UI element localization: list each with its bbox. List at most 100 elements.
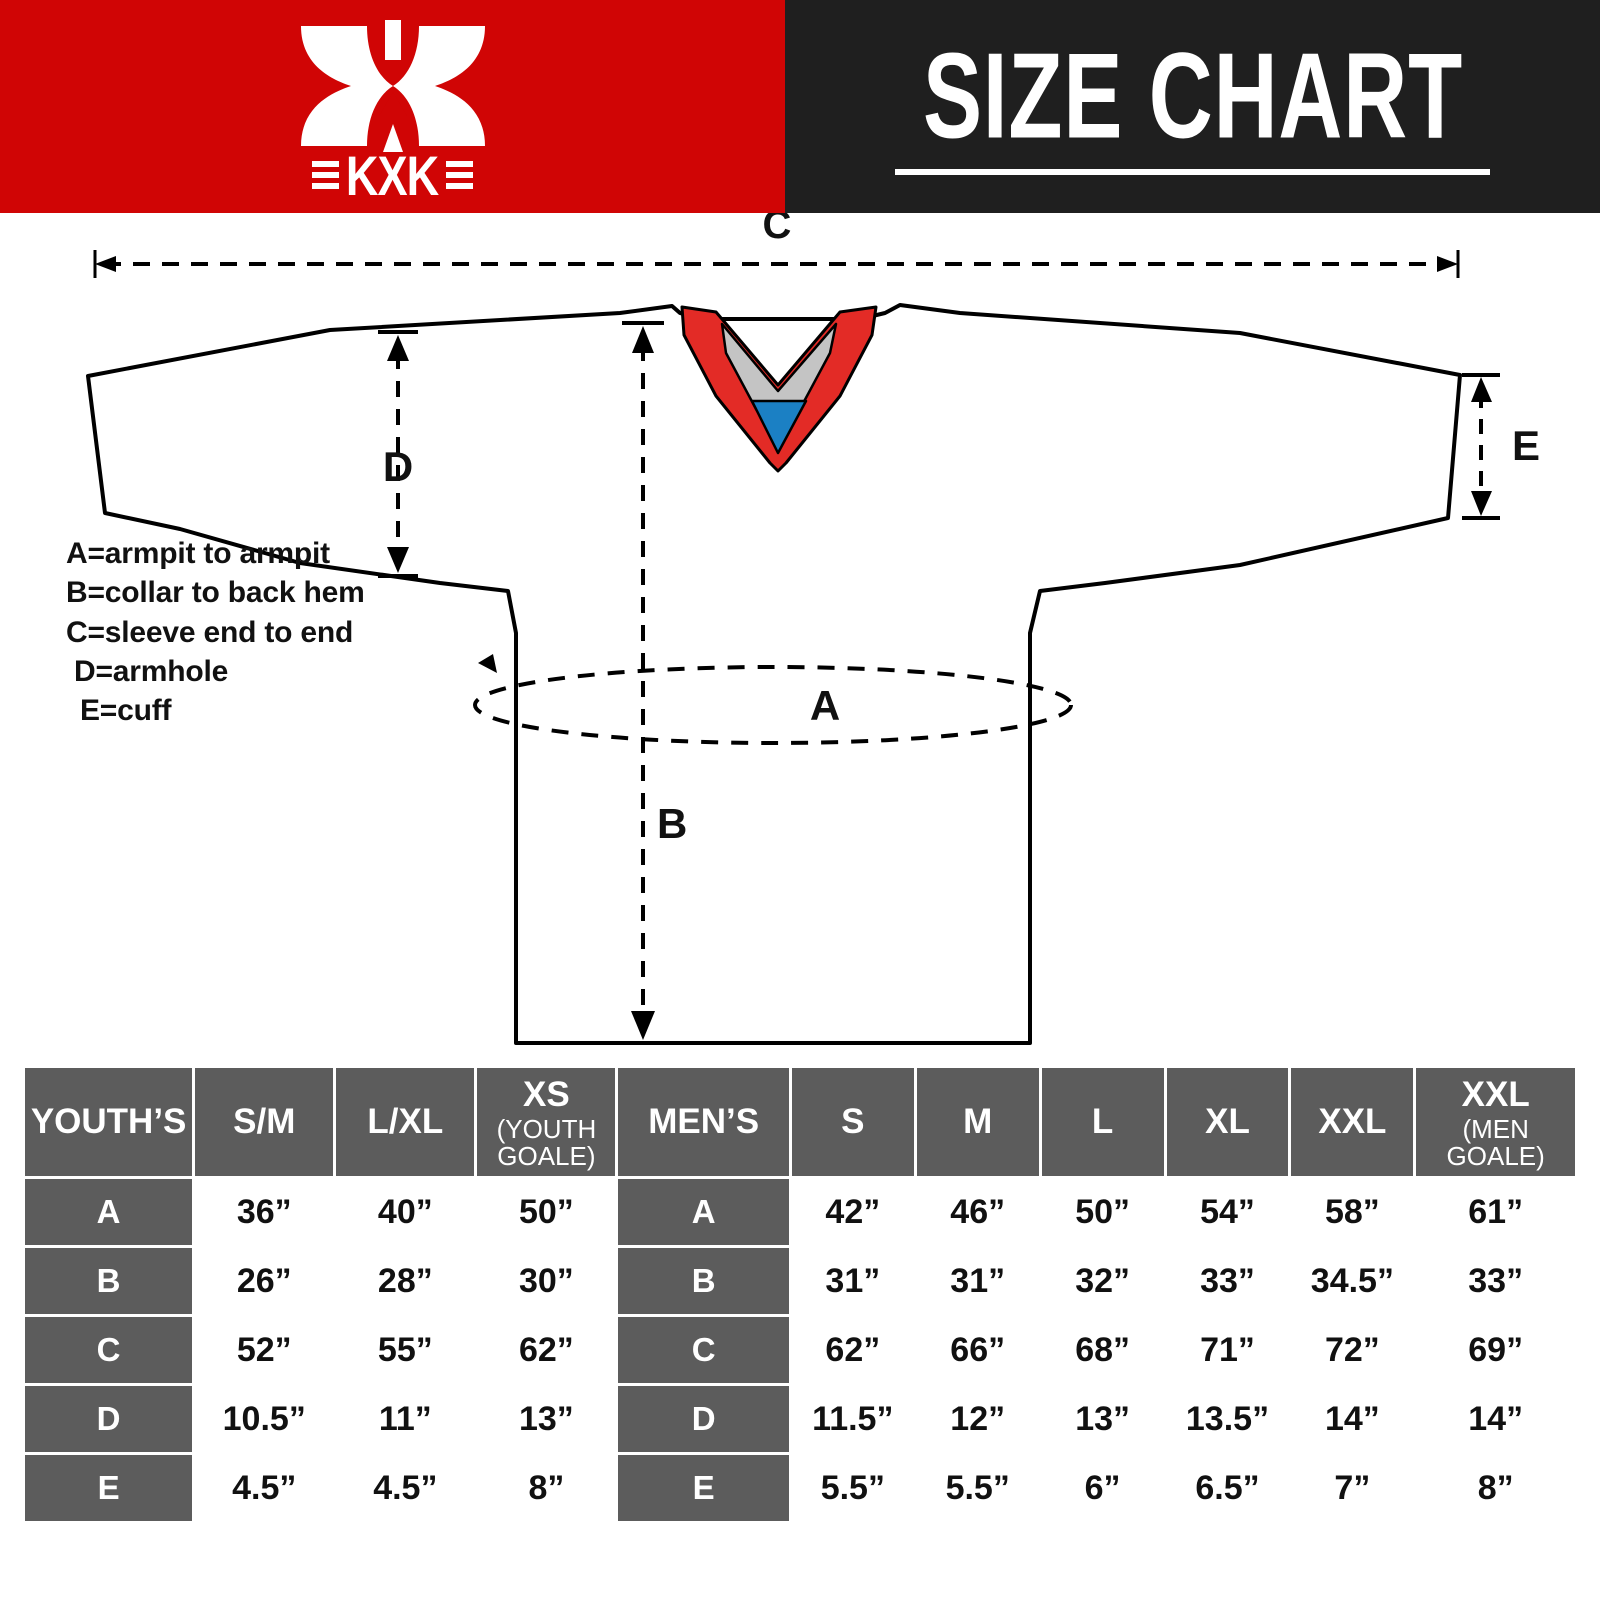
dimension-e: E [1462, 373, 1540, 520]
dimension-b-label: B [657, 800, 687, 847]
table-cell-men-0-0: 42” [791, 1179, 914, 1245]
table-cell-men-1-2: 32” [1041, 1248, 1164, 1314]
jersey-diagram-svg: D B A E C [86, 213, 1540, 1045]
table-cell-youth-0-2: 50” [477, 1179, 616, 1245]
legend-line-b: B=collar to back hem [66, 576, 365, 610]
table-cell-men-3-1: 12” [916, 1386, 1039, 1452]
table-cell-men-3-5: 14” [1416, 1386, 1575, 1452]
table-header-cell-7: L [1041, 1068, 1164, 1176]
jersey-diagram: D B A E C [0, 213, 1600, 1065]
page-header: KXK SIZE CHART [0, 0, 1600, 213]
table-cell-men-1-3: 33” [1166, 1248, 1289, 1314]
table-cell-men-0-3: 54” [1166, 1179, 1289, 1245]
table-cell-youth-3-2: 13” [477, 1386, 616, 1452]
table-header-cell-8: XL [1166, 1068, 1289, 1176]
table-cell-youth-3-0: 10.5” [195, 1386, 334, 1452]
table-header-subtext: (MEN GOALE) [1446, 1113, 1545, 1171]
dimension-e-label: E [1512, 422, 1540, 469]
table-cell-men-4-5: 8” [1416, 1455, 1575, 1521]
table-cell-men-0-2: 50” [1041, 1179, 1164, 1245]
table-cell-men-4-4: 7” [1291, 1455, 1414, 1521]
table-cell-men-1-4: 34.5” [1291, 1248, 1414, 1314]
table-row-key-men: D [618, 1386, 789, 1452]
table-row-key-youth: E [25, 1455, 193, 1521]
table-header-cell-6: M [916, 1068, 1039, 1176]
table-cell-men-4-3: 6.5” [1166, 1455, 1289, 1521]
table-cell-youth-2-1: 55” [336, 1317, 475, 1383]
dimension-c [93, 250, 1460, 278]
table-cell-men-1-5: 33” [1416, 1248, 1575, 1314]
table-row-key-youth: C [25, 1317, 193, 1383]
table-row-key-youth: B [25, 1248, 193, 1314]
dimension-c-label: C [763, 213, 792, 247]
table-header-cell-4: MEN’S [618, 1068, 789, 1176]
table-cell-youth-1-0: 26” [195, 1248, 334, 1314]
size-table-wrap: YOUTH’S S/M L/XL XS (YOUTH GOALE) MEN’S S M L XL X… [22, 1065, 1578, 1524]
table-cell-youth-1-1: 28” [336, 1248, 475, 1314]
table-cell-men-0-1: 46” [916, 1179, 1039, 1245]
measurement-legend: A=armpit to armpit B=collar to back hem … [66, 534, 365, 730]
table-cell-men-3-2: 13” [1041, 1386, 1164, 1452]
table-cell-men-2-5: 69” [1416, 1317, 1575, 1383]
title-underline [895, 169, 1490, 175]
table-cell-youth-4-0: 4.5” [195, 1455, 334, 1521]
table-cell-men-4-2: 6” [1041, 1455, 1164, 1521]
title-panel: SIZE CHART [785, 0, 1600, 213]
table-cell-men-2-2: 68” [1041, 1317, 1164, 1383]
table-header-cell-1: S/M [195, 1068, 334, 1176]
table-cell-youth-3-1: 11” [336, 1386, 475, 1452]
logo-bars-left-icon [312, 161, 340, 189]
table-cell-men-0-5: 61” [1416, 1179, 1575, 1245]
legend-line-d: D=armhole [74, 654, 229, 688]
dimension-a: A [473, 654, 1073, 745]
size-table: YOUTH’S S/M L/XL XS (YOUTH GOALE) MEN’S S M L XL X… [22, 1065, 1578, 1524]
table-cell-men-0-4: 58” [1291, 1179, 1414, 1245]
logo-wordmark-text: KXK [346, 143, 439, 207]
table-cell-men-3-0: 11.5” [791, 1386, 914, 1452]
logo-bars-right-icon [445, 161, 473, 189]
table-header-cell-9: XXL [1291, 1068, 1414, 1176]
table-cell-men-2-0: 62” [791, 1317, 914, 1383]
legend-line-a: A=armpit to armpit [66, 537, 330, 570]
logo-wordmark: KXK [293, 147, 493, 203]
table-cell-men-2-3: 71” [1166, 1317, 1289, 1383]
table-cell-men-4-1: 5.5” [916, 1455, 1039, 1521]
dimension-b: B [622, 321, 687, 1045]
kxk-logo-icon: KXK [293, 19, 493, 203]
table-cell-men-3-3: 13.5” [1166, 1386, 1289, 1452]
table-row-key-men: C [618, 1317, 789, 1383]
legend-line-c: C=sleeve end to end [66, 615, 354, 649]
table-cell-youth-1-2: 30” [477, 1248, 616, 1314]
table-cell-youth-2-0: 52” [195, 1317, 334, 1383]
table-cell-youth-0-1: 40” [336, 1179, 475, 1245]
dimension-a-label: A [810, 682, 840, 729]
dimension-d-label: D [383, 443, 413, 490]
table-row: B 26” 28” 30” B 31” 31” 32” 33” 34.5” 33” [25, 1248, 1575, 1314]
dimension-d: D [378, 330, 418, 578]
table-header-cell-5: S [791, 1068, 914, 1176]
table-cell-men-1-0: 31” [791, 1248, 914, 1314]
table-cell-men-1-1: 31” [916, 1248, 1039, 1314]
table-row-key-men: B [618, 1248, 789, 1314]
table-cell-men-2-1: 66” [916, 1317, 1039, 1383]
table-cell-men-3-4: 14” [1291, 1386, 1414, 1452]
table-row-key-youth: D [25, 1386, 193, 1452]
table-row: C 52” 55” 62” C 62” 66” 68” 71” 72” 69” [25, 1317, 1575, 1383]
table-cell-youth-0-0: 36” [195, 1179, 334, 1245]
table-cell-youth-4-1: 4.5” [336, 1455, 475, 1521]
table-row-key-men: A [618, 1179, 789, 1245]
table-cell-men-2-4: 72” [1291, 1317, 1414, 1383]
page-title: SIZE CHART [922, 27, 1463, 164]
size-table-body: YOUTH’S S/M L/XL XS (YOUTH GOALE) MEN’S S M L XL X… [25, 1068, 1575, 1521]
logo-mark-icon [300, 19, 485, 152]
table-row-key-men: E [618, 1455, 789, 1521]
table-cell-youth-2-2: 62” [477, 1317, 616, 1383]
table-cell-men-4-0: 5.5” [791, 1455, 914, 1521]
table-header-cell-2: L/XL [336, 1068, 475, 1176]
table-row: A 36” 40” 50” A 42” 46” 50” 54” 58” 61” [25, 1179, 1575, 1245]
table-row: E 4.5” 4.5” 8” E 5.5” 5.5” 6” 6.5” 7” 8” [25, 1455, 1575, 1521]
table-row: D 10.5” 11” 13” D 11.5” 12” 13” 13.5” 14” 14” [25, 1386, 1575, 1452]
legend-line-e: E=cuff [80, 694, 172, 728]
jersey-collar [680, 305, 878, 473]
table-cell-youth-4-2: 8” [477, 1455, 616, 1521]
